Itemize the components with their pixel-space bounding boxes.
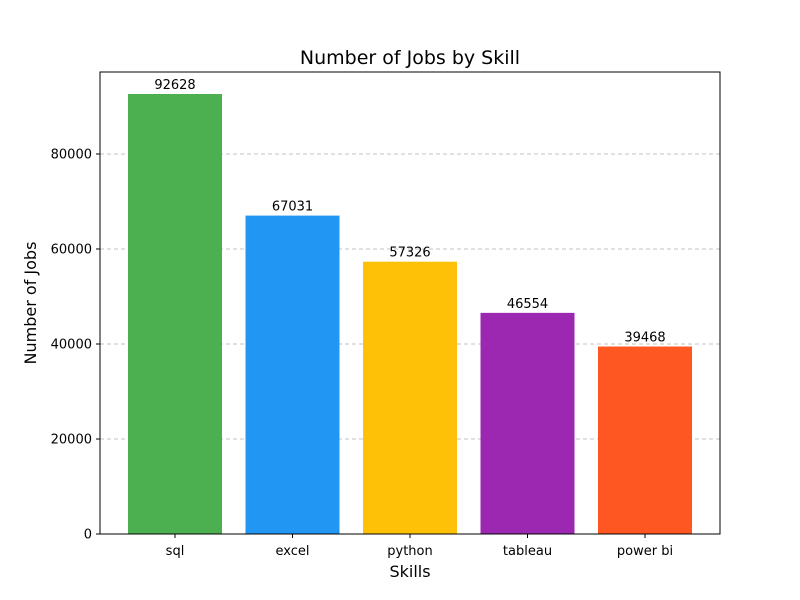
bar-excel xyxy=(245,215,340,534)
bar-value-label: 39468 xyxy=(624,331,665,346)
y-tick-label: 20000 xyxy=(51,432,92,447)
y-tick-label: 80000 xyxy=(51,147,92,162)
bar-tableau xyxy=(480,312,575,534)
x-tick-label: tableau xyxy=(503,544,552,559)
x-axis-label: Skills xyxy=(389,562,430,581)
y-tick-label: 0 xyxy=(84,528,92,543)
y-axis-ticks: 0 20000 40000 60000 80000 xyxy=(51,147,100,543)
x-tick-label: excel xyxy=(276,544,310,559)
x-tick-label: python xyxy=(387,544,432,559)
x-axis-ticks: sql excel python tableau power bi xyxy=(166,534,673,559)
y-tick-label: 60000 xyxy=(51,242,92,257)
y-axis-label: Number of Jobs xyxy=(21,242,40,365)
bar-value-label: 92628 xyxy=(154,78,195,93)
bar-power-bi xyxy=(598,346,692,534)
y-tick-label: 40000 xyxy=(51,337,92,352)
bar-sql xyxy=(128,93,222,534)
bar-value-label: 67031 xyxy=(272,200,313,215)
x-tick-label: sql xyxy=(166,544,185,559)
bar-value-label: 46554 xyxy=(507,297,548,312)
bar-value-label: 57326 xyxy=(389,246,430,261)
bar-python xyxy=(363,261,457,534)
chart-title: Number of Jobs by Skill xyxy=(300,47,520,69)
x-tick-label: power bi xyxy=(617,544,673,559)
bars xyxy=(128,93,692,534)
data-labels: 92628 67031 57326 46554 39468 xyxy=(154,78,665,346)
